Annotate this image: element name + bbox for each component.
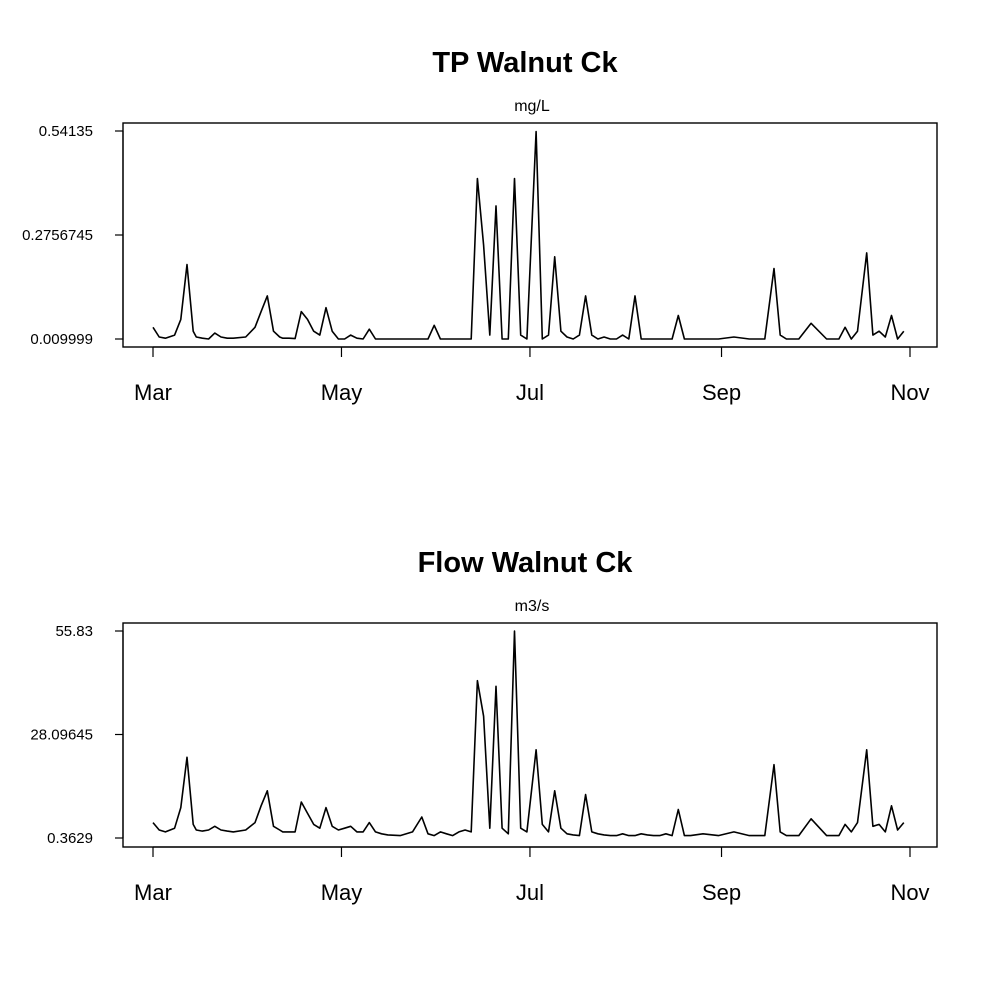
y-tick-label: 55.83 xyxy=(55,623,93,640)
x-tick-label: Nov xyxy=(890,880,929,905)
series-line xyxy=(152,130,905,340)
x-tick-label: Jul xyxy=(516,380,544,405)
x-tick-label: Nov xyxy=(890,380,929,405)
chart-subtitle: mg/L xyxy=(514,98,550,115)
series-group xyxy=(152,130,905,340)
chart-subtitle: m3/s xyxy=(515,598,550,615)
plot-frame xyxy=(122,622,938,848)
chart-title: Flow Walnut Ck xyxy=(418,547,634,579)
x-tick-label: May xyxy=(321,880,363,905)
y-tick-label: 0.3629 xyxy=(47,830,93,847)
chart-title: TP Walnut Ck xyxy=(432,47,618,79)
series-group xyxy=(152,630,905,837)
y-axis-ticks: 0.009999 0.2756745 0.54135 xyxy=(22,123,123,348)
x-axis-ticks: Mar May Jul Sep Nov xyxy=(134,347,930,405)
tp-chart-panel: TP Walnut Ck mg/L 0.009999 0.2756745 0.541… xyxy=(22,47,938,405)
y-tick-label: 0.009999 xyxy=(30,331,93,348)
x-axis-ticks: Mar May Jul Sep Nov xyxy=(134,847,930,905)
x-tick-label: Sep xyxy=(702,880,741,905)
y-tick-label: 28.09645 xyxy=(30,727,93,744)
plot-frame xyxy=(122,122,938,348)
x-tick-label: Jul xyxy=(516,880,544,905)
x-tick-label: Sep xyxy=(702,380,741,405)
y-axis-ticks: 0.3629 28.09645 55.83 xyxy=(30,623,123,847)
series-line xyxy=(152,630,905,837)
y-tick-label: 0.54135 xyxy=(39,123,93,140)
y-tick-label: 0.2756745 xyxy=(22,227,93,244)
x-tick-label: Mar xyxy=(134,880,172,905)
x-tick-label: Mar xyxy=(134,380,172,405)
flow-chart-panel: Flow Walnut Ck m3/s 0.362928.0964555.83 … xyxy=(30,547,938,905)
x-tick-label: May xyxy=(321,380,363,405)
